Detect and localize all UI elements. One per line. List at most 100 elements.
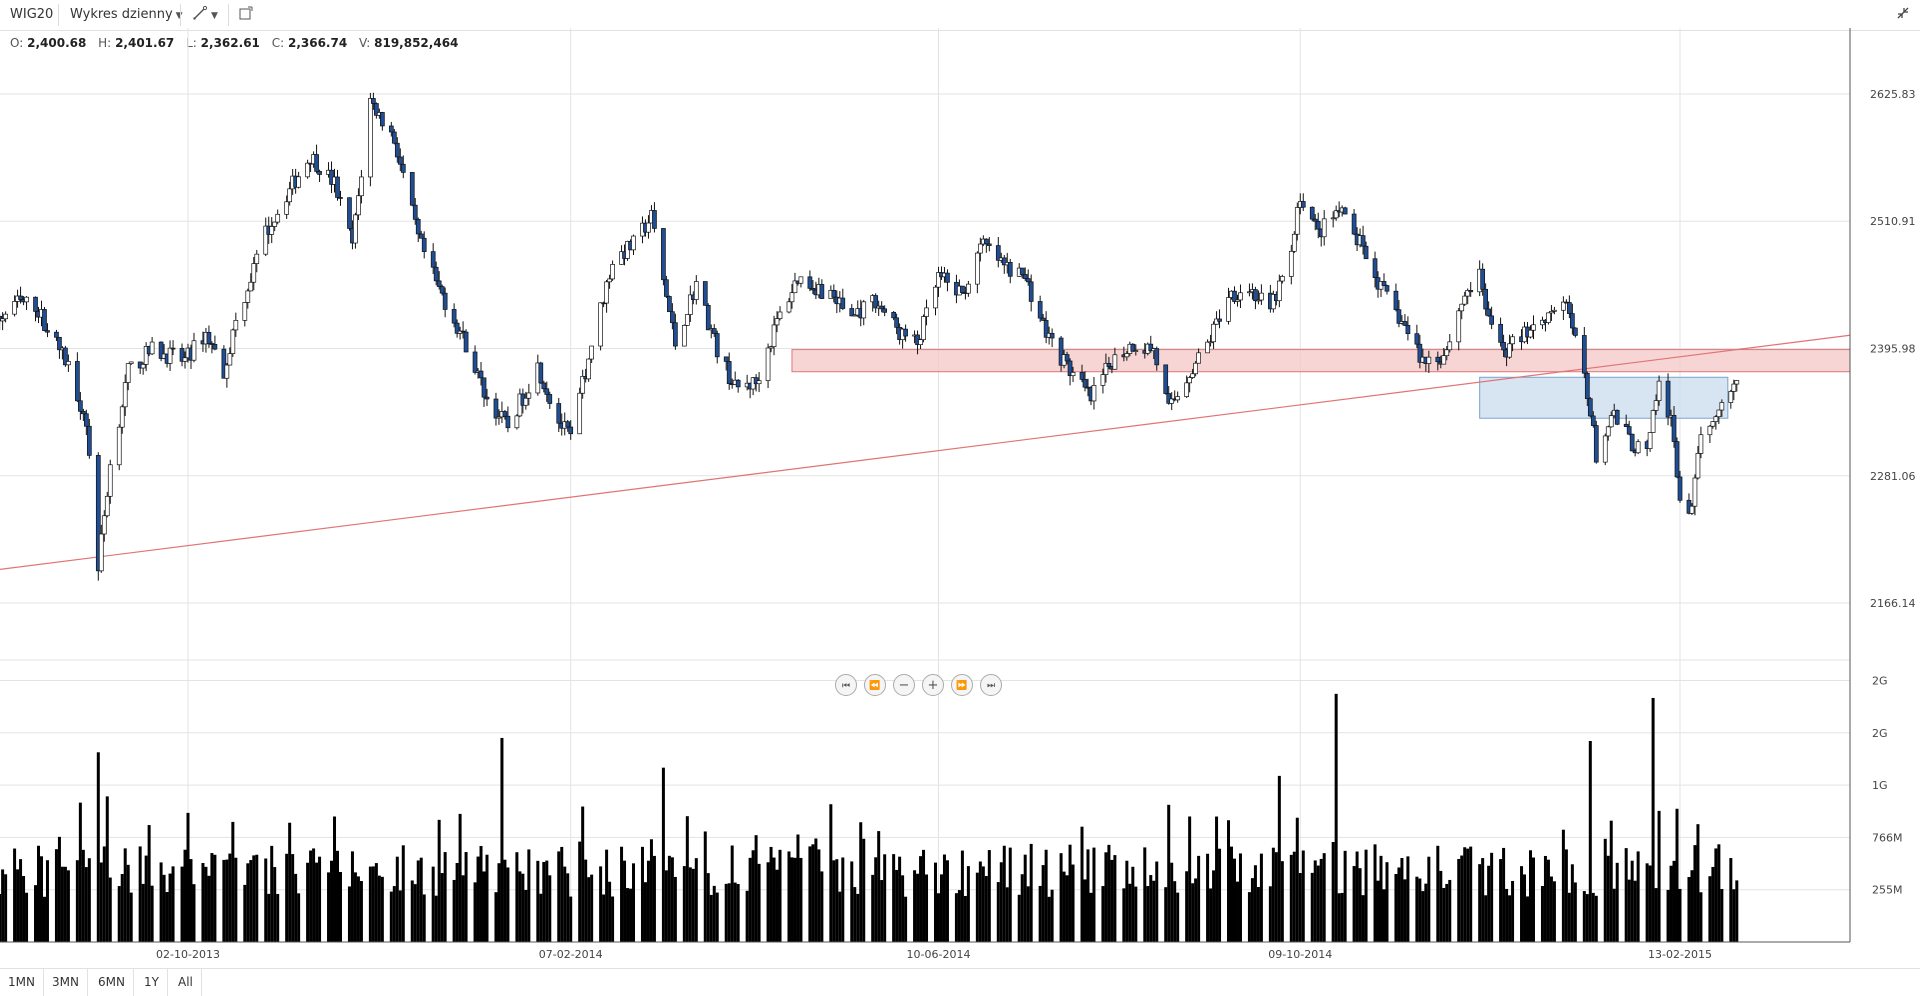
candle-up	[1124, 353, 1130, 358]
candle-down	[1570, 313, 1575, 329]
toolbar-divider	[228, 4, 229, 26]
volume-bar	[1080, 826, 1084, 942]
volume-bar	[1508, 895, 1512, 942]
candle-down	[1064, 354, 1070, 362]
volume-bar	[1247, 892, 1251, 942]
volume-bar	[778, 849, 782, 942]
candle-up	[359, 176, 364, 197]
volume-bar	[1645, 863, 1649, 942]
nav-back-button[interactable]: ⏪	[864, 674, 886, 696]
period-3mn[interactable]: 3MN	[44, 969, 88, 996]
volume-bar	[1603, 838, 1607, 942]
candle-up	[1279, 276, 1285, 282]
candle-up	[1226, 297, 1231, 322]
volume-bar	[249, 860, 253, 942]
new-window-button[interactable]	[238, 0, 254, 30]
zoom-out-button[interactable]: −	[893, 674, 915, 696]
volume-bar	[34, 885, 38, 942]
period-1y[interactable]: 1Y	[136, 969, 168, 996]
candle-down	[1007, 262, 1013, 277]
volume-bar	[1687, 877, 1691, 942]
volume-bar	[485, 854, 489, 942]
zones-layer	[791, 349, 1851, 419]
nav-last-button[interactable]: ⏭	[980, 674, 1002, 696]
volume-bar	[975, 872, 979, 942]
volume-bar	[925, 874, 929, 942]
candle-down	[415, 218, 421, 235]
period-6mn[interactable]: 6MN	[90, 969, 134, 996]
volume-bar	[168, 873, 172, 942]
volume-bar	[1529, 850, 1533, 942]
candle-down	[1067, 360, 1073, 377]
volume-bar	[578, 841, 582, 942]
volume-bar	[213, 854, 217, 942]
volume-bar	[1227, 820, 1231, 942]
collapse-button[interactable]	[1896, 0, 1910, 30]
candle-up	[230, 329, 236, 354]
chart-type-dropdown[interactable]: Wykres dzienny▼	[70, 0, 183, 30]
volume-bar	[1615, 862, 1619, 942]
candle-down	[1342, 207, 1348, 215]
candle-up	[610, 264, 615, 280]
candle-down	[451, 309, 457, 324]
volume-bar	[1065, 875, 1069, 942]
candle-up	[921, 316, 926, 341]
volume-bar	[315, 862, 319, 942]
volume-bar	[1038, 885, 1042, 942]
volume-bar	[1122, 888, 1126, 942]
volume-bar	[853, 887, 857, 942]
volume-bar	[1149, 875, 1153, 942]
volume-bar	[1505, 888, 1509, 942]
volume-bar	[835, 859, 839, 942]
volume-bar	[1215, 816, 1219, 942]
candle-down	[661, 228, 666, 281]
candle-up	[586, 358, 592, 380]
candle-down	[1489, 315, 1494, 325]
candle-down	[807, 276, 813, 289]
candle-down	[810, 288, 816, 291]
volume-bar	[497, 863, 501, 942]
volume-bar	[1274, 852, 1278, 942]
nav-first-button[interactable]: ⏮	[835, 674, 857, 696]
candle-down	[439, 286, 445, 294]
candle-down	[158, 341, 164, 359]
volume-bar	[144, 855, 148, 942]
volume-bar	[201, 863, 205, 942]
volume-bar	[1310, 872, 1314, 942]
volume-bar	[1711, 866, 1715, 942]
candle-up	[1175, 396, 1181, 401]
volume-bar	[632, 863, 636, 942]
volume-bar	[234, 857, 238, 942]
nav-forward-button[interactable]: ⏩	[951, 674, 973, 696]
candle-up	[227, 353, 233, 366]
volume-bar	[1059, 853, 1063, 942]
candle-down	[478, 370, 484, 379]
volume-bar	[1552, 881, 1556, 942]
volume-bar	[859, 822, 863, 942]
volume-bar	[294, 873, 298, 942]
candle-down	[1049, 332, 1055, 339]
candle-up	[98, 533, 104, 572]
drawing-tools-button[interactable]: ▼	[192, 0, 218, 30]
volume-bar	[1295, 817, 1299, 942]
volume-bar	[724, 883, 728, 942]
candle-up	[1330, 217, 1336, 220]
volume-bar	[539, 893, 543, 942]
volume-bar	[1672, 860, 1676, 942]
volume-bar	[207, 875, 211, 942]
candle-up	[646, 222, 651, 233]
period-all[interactable]: All	[170, 969, 202, 996]
volume-bar	[664, 870, 668, 942]
close-value: 2,366.74	[287, 36, 348, 50]
period-1mn[interactable]: 1MN	[0, 969, 44, 996]
candle-up	[1528, 329, 1533, 338]
volume-bar	[1630, 860, 1634, 942]
candle-down	[1106, 362, 1112, 367]
zoom-in-button[interactable]: +	[922, 674, 944, 696]
volume-bar	[500, 737, 504, 942]
volume-bar	[410, 880, 414, 942]
price-volume-chart[interactable]: 2625.83 2510.91 2395.98 2281.06 2166.14 2G 2G 1…	[0, 28, 1920, 968]
period-bar: 1MN 3MN 6MN 1Y All	[0, 968, 1920, 996]
volume-bar	[1337, 893, 1341, 942]
candle-down	[374, 103, 379, 116]
